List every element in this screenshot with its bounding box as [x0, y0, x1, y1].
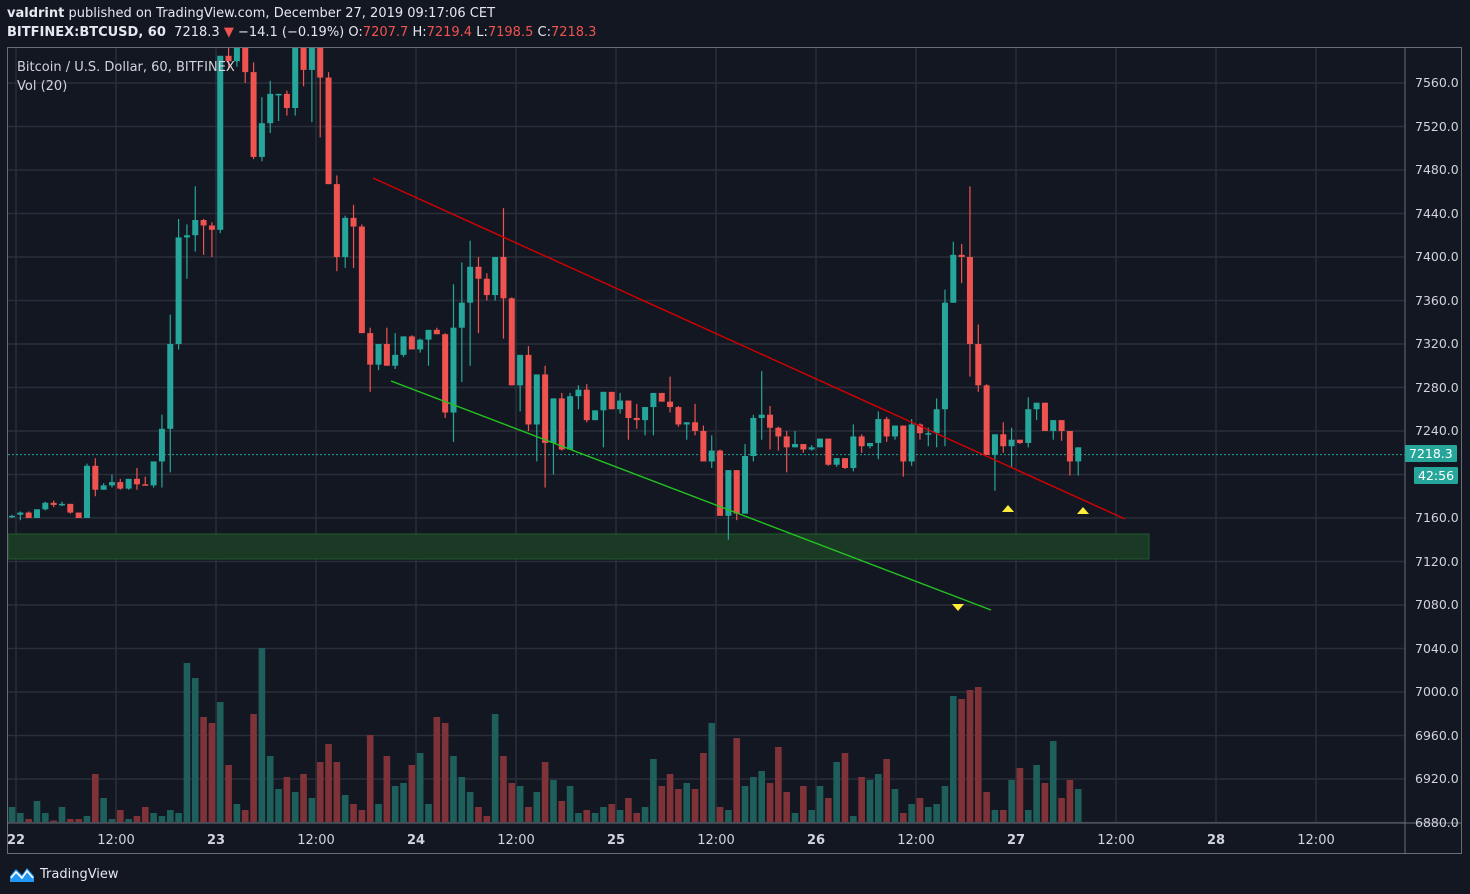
price-tick: 6920.0 — [1415, 771, 1459, 786]
price-tick: 7080.0 — [1415, 597, 1459, 612]
tradingview-logo-icon — [10, 868, 34, 882]
time-tick: 12:00 — [297, 833, 335, 848]
high-label: H: — [412, 25, 427, 40]
price-change: −14.1 (−0.19%) — [237, 25, 345, 40]
close-label: C: — [537, 25, 551, 40]
price-tick: 7480.0 — [1415, 162, 1459, 177]
time-tick: 28 — [1206, 833, 1226, 848]
time-tick: 24 — [406, 833, 426, 848]
price-tick: 7360.0 — [1415, 292, 1459, 308]
price-tick: 7120.0 — [1415, 553, 1459, 569]
open-label: O: — [348, 25, 363, 40]
time-tick: 22 — [6, 833, 26, 848]
low-label: L: — [476, 25, 488, 40]
price-tick: 7560.0 — [1415, 75, 1459, 90]
down-arrow-icon: ▼ — [223, 25, 234, 40]
time-tick: 23 — [206, 833, 226, 848]
brand-name: TradingView — [40, 866, 119, 882]
ohlc-bar: BITFINEX:BTCUSD, 60 7218.3 ▼ −14.1 (−0.1… — [7, 25, 596, 40]
chart-frame — [7, 47, 1462, 854]
price-tick: 7520.0 — [1415, 118, 1459, 134]
time-tick: 25 — [606, 833, 626, 848]
publish-text: published on TradingView.com, December 2… — [64, 6, 496, 21]
time-tick: 12:00 — [897, 833, 935, 848]
publish-info: valdrint published on TradingView.com, D… — [7, 6, 495, 21]
price-tick: 7400.0 — [1415, 249, 1459, 264]
price-tick: 7440.0 — [1415, 205, 1459, 221]
price-tick: 6880.0 — [1415, 814, 1459, 830]
price-tick: 7040.0 — [1415, 640, 1459, 656]
symbol-label: BITFINEX:BTCUSD, 60 — [7, 25, 166, 40]
last-price-tag: 7218.3 — [1405, 445, 1457, 462]
low-value: 7198.5 — [487, 25, 534, 40]
open-value: 7207.7 — [362, 25, 409, 40]
high-value: 7219.4 — [426, 25, 473, 40]
tradingview-brand[interactable]: TradingView — [8, 864, 119, 884]
author-name: valdrint — [7, 6, 65, 21]
bar-countdown-tag: 42:56 — [1414, 467, 1459, 484]
series-legend[interactable]: Bitcoin / U.S. Dollar, 60, BITFINEX — [17, 60, 235, 75]
time-tick: 26 — [806, 833, 826, 848]
time-tick: 12:00 — [1097, 833, 1135, 848]
price-tick: 7000.0 — [1415, 684, 1459, 699]
price-tick: 7160.0 — [1415, 510, 1459, 525]
price-tick: 7240.0 — [1415, 423, 1459, 438]
time-tick: 12:00 — [97, 833, 135, 848]
price-tick: 6960.0 — [1415, 727, 1459, 743]
last-price: 7218.3 — [174, 25, 220, 40]
close-value: 7218.3 — [550, 25, 597, 40]
time-tick: 12:00 — [497, 833, 535, 848]
price-tick: 7280.0 — [1415, 379, 1459, 395]
time-tick: 12:00 — [697, 833, 735, 848]
time-tick: 27 — [1006, 833, 1026, 848]
volume-legend[interactable]: Vol (20) — [17, 79, 68, 94]
time-tick: 12:00 — [1297, 833, 1335, 848]
price-tick: 7320.0 — [1415, 336, 1459, 351]
